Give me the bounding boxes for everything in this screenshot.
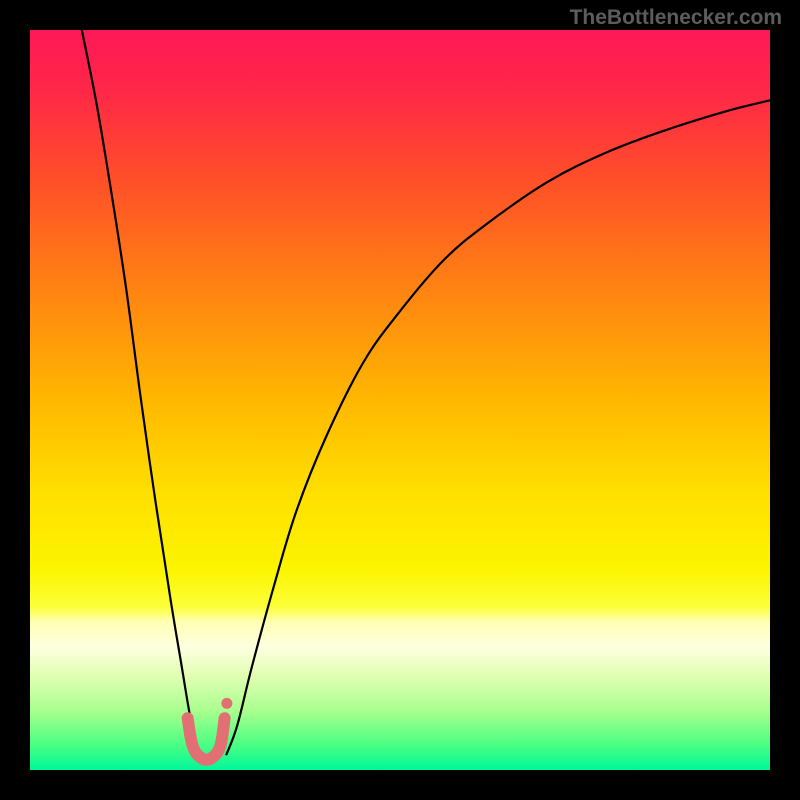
- watermark-text: TheBottlenecker.com: [570, 6, 782, 30]
- chart-container: TheBottlenecker.com: [0, 0, 800, 800]
- bottom-marker-dot: [221, 698, 232, 709]
- bottleneck-chart: [30, 30, 770, 770]
